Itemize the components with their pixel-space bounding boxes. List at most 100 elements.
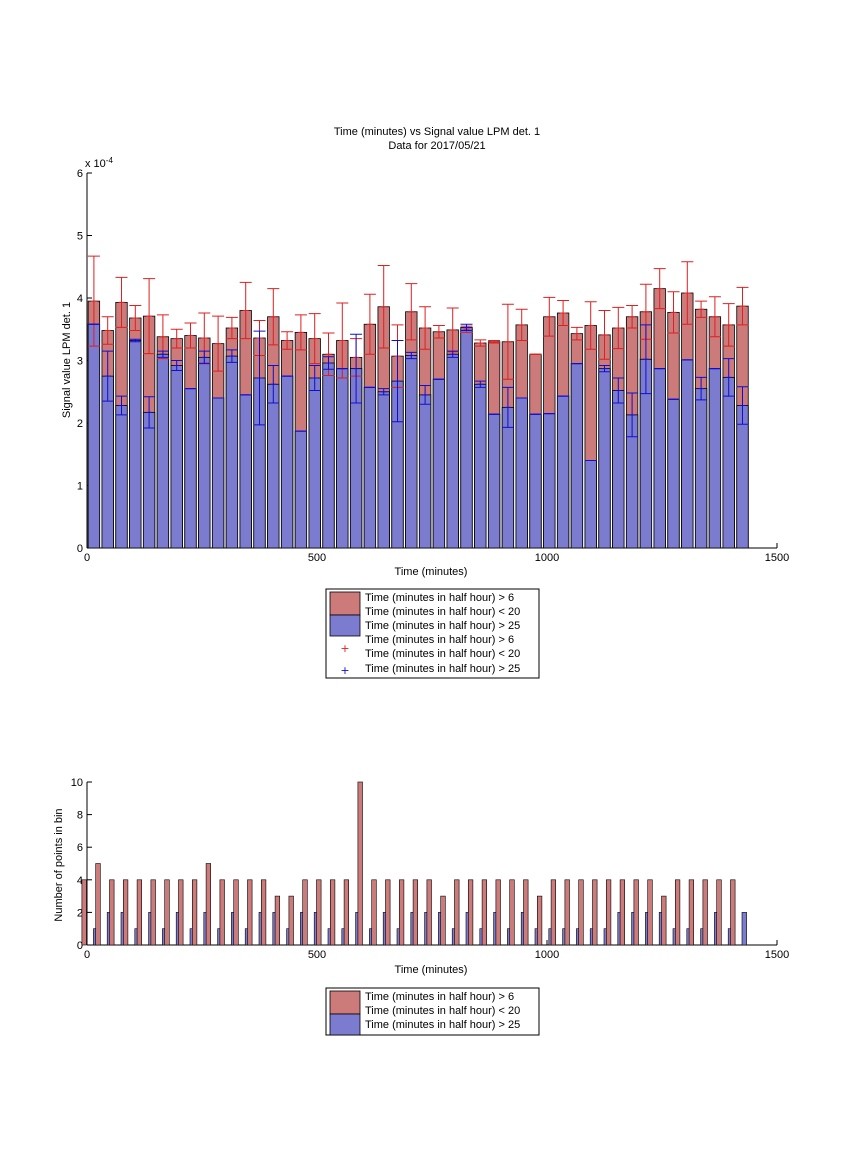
chart1-bar-blue xyxy=(156,353,170,549)
chart2-bar-red xyxy=(219,879,225,946)
chart2-bar-red xyxy=(481,879,488,946)
chart2-bar-red xyxy=(398,879,405,946)
chart2-y-tick-label: 4 xyxy=(77,875,83,887)
chart1-bar-blue xyxy=(474,383,487,549)
chart2-y-tick-label: 0 xyxy=(77,940,83,952)
chart1-legend-entry-2: Time (minutes in half hour) > 25 xyxy=(365,620,520,632)
chart2-bar-red xyxy=(605,879,612,946)
chart2-bar-red xyxy=(536,895,543,946)
chart2-bar-red xyxy=(150,879,156,946)
chart2-bar-red xyxy=(247,879,253,946)
chart2-bar-red xyxy=(495,879,501,946)
chart1-y-tick-label: 2 xyxy=(77,418,83,430)
chart2-legend-swatch-blue xyxy=(329,1013,361,1036)
chart2-legend-entry-1b: Time (minutes in half hour) < 20 xyxy=(365,1005,520,1017)
chart1-bar-blue xyxy=(722,376,735,549)
chart2-bar-red xyxy=(288,895,294,946)
chart1-x-tick-label: 500 xyxy=(308,552,326,564)
chart1-xlabel: Time (minutes) xyxy=(395,566,468,578)
chart2-bar-red xyxy=(550,879,556,946)
chart1-bar-blue xyxy=(322,362,335,549)
chart2-bar-red xyxy=(564,879,570,946)
chart1-legend-box xyxy=(325,588,540,679)
chart1-plot-area: 0 500 1000 1500 0 1 2 3 4 5 6 xyxy=(77,168,789,564)
chart2-bar-red xyxy=(371,879,377,946)
chart2-bar-red xyxy=(619,879,625,946)
chart2-bar-red xyxy=(467,879,474,946)
chart1-bar-blue xyxy=(694,388,708,549)
chart1-bar-blue xyxy=(736,405,749,549)
chart2-bar-red xyxy=(233,879,239,946)
chart1-y-tick-label: 3 xyxy=(77,356,83,368)
chart2-bar-red xyxy=(509,879,515,946)
chart2-bar-red xyxy=(164,879,170,946)
chart2-bar-red xyxy=(385,879,391,946)
chart1-bar-blue xyxy=(487,413,501,549)
chart2-bar-red xyxy=(661,895,667,946)
chart1-bar-blue xyxy=(612,390,625,549)
chart1-legend: + + Time (minutes in half hour) > 6 Time… xyxy=(325,588,540,679)
chart2-bar-red xyxy=(702,879,708,946)
chart1-y-tick-label: 4 xyxy=(77,293,83,305)
chart2-bar-red xyxy=(136,879,143,946)
chart1-bar-blue xyxy=(529,413,542,549)
chart2-x-tick-label: 1000 xyxy=(535,949,559,961)
chart1-x-tick-label: 1000 xyxy=(535,552,559,564)
chart1-legend-entry-1a: Time (minutes in half hour) > 6 xyxy=(365,592,514,604)
chart2-bar-red xyxy=(647,879,653,946)
chart1-bar-blue xyxy=(570,363,584,549)
chart1-bar-blue xyxy=(294,430,308,549)
chart2-y-tick-label: 8 xyxy=(77,810,83,822)
chart1-x-tick-label: 0 xyxy=(84,552,90,564)
chart2-bar-red xyxy=(412,879,419,946)
chart2-bar-red xyxy=(302,879,308,946)
chart1-title: Time (minutes) vs Signal value LPM det. … xyxy=(334,126,540,138)
chart2-bar-red xyxy=(426,879,432,946)
chart1-bar-blue xyxy=(681,359,694,549)
chart1-bar-blue xyxy=(101,375,114,549)
chart1-exponent-base: x 10 xyxy=(85,158,106,170)
chart2-legend-box xyxy=(325,987,540,1036)
chart1-legend-entry-4: Time (minutes in half hour) > 25 xyxy=(365,663,520,675)
chart1-bar-blue xyxy=(501,406,515,549)
chart2-bar-red xyxy=(316,879,322,946)
chart2-bar-red xyxy=(95,863,101,946)
chart1-bar-blue xyxy=(363,386,377,549)
chart1-bar-blue xyxy=(198,356,211,549)
chart1-bar-blue xyxy=(405,355,418,549)
chart1-ylabel: Signal value LPM det. 1 xyxy=(61,302,73,418)
chart1-y-tick-label: 0 xyxy=(77,543,83,555)
chart1-subtitle: Data for 2017/05/21 xyxy=(388,140,485,152)
chart2-x-tick-label: 1500 xyxy=(765,949,789,961)
chart2-y-tick-label: 10 xyxy=(71,777,83,789)
chart1-bar-blue xyxy=(432,378,446,549)
chart1-legend-entry-1b: Time (minutes in half hour) < 20 xyxy=(365,606,520,618)
chart1-exponent-power: -4 xyxy=(106,156,114,165)
chart1-bar-blue xyxy=(308,377,321,549)
chart2-x-tick-label: 500 xyxy=(308,949,326,961)
chart1-bar-blue xyxy=(225,355,239,549)
chart1-bar-blue xyxy=(184,388,197,549)
chart2-y-tick-label: 2 xyxy=(77,907,83,919)
chart2-bar-red xyxy=(260,879,267,946)
chart1-bar-blue xyxy=(543,413,556,549)
chart1-bar-blue xyxy=(336,368,349,549)
chart1-bar-blue xyxy=(653,368,666,549)
chart1-y-tick-label: 1 xyxy=(77,481,83,493)
chart1-legend-swatch-red xyxy=(329,591,361,616)
chart1-bar-blue xyxy=(598,368,611,549)
chart1-exponent: x 10-4 xyxy=(85,156,113,170)
chart1-bar-blue xyxy=(377,391,390,549)
chart2-bar-red xyxy=(454,879,460,946)
chart1-legend-swatch-blue xyxy=(329,614,361,637)
chart2-y-tick-label: 6 xyxy=(77,842,83,854)
chart2-bar-red xyxy=(440,895,446,946)
chart1-bar-blue xyxy=(708,368,722,549)
chart1-x-tick-label: 1500 xyxy=(765,552,789,564)
chart1-bar-blue xyxy=(460,326,473,549)
chart1-legend-entry-3b: Time (minutes in half hour) < 20 xyxy=(365,648,520,660)
chart1-bar-blue xyxy=(142,411,156,549)
chart2-ylabel: Number of points in bin xyxy=(53,808,65,921)
chart2-bar-blue xyxy=(741,912,747,946)
